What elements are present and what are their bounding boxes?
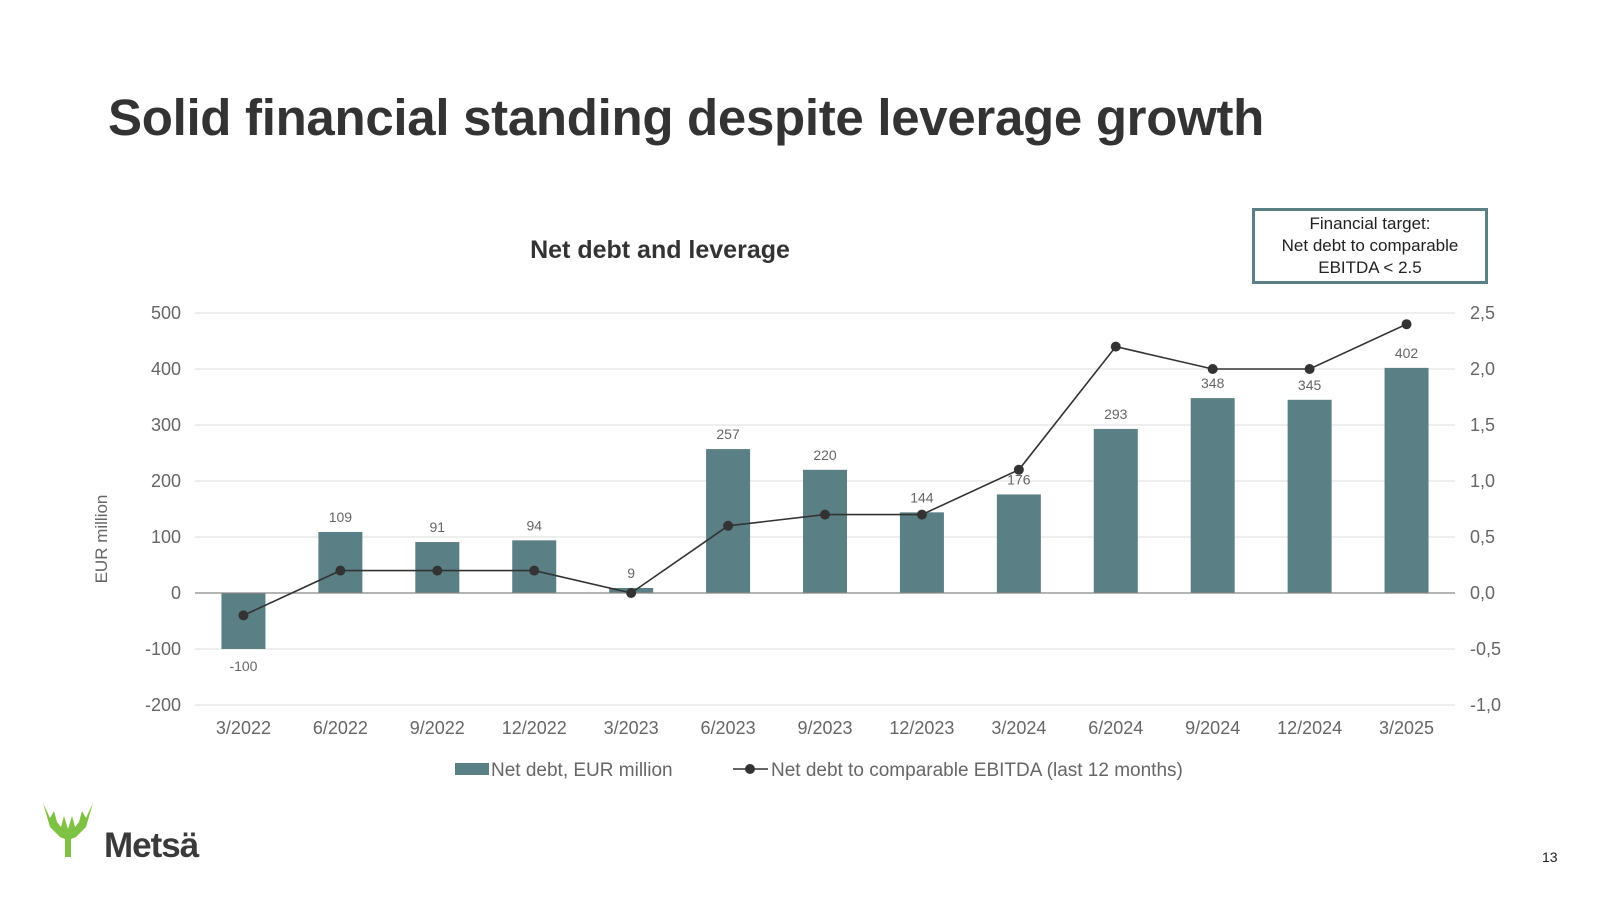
bar-data-label: -100: [229, 658, 257, 674]
x-tick-label: 12/2023: [889, 718, 954, 738]
x-tick-label: 9/2024: [1185, 718, 1240, 738]
legend-label-net-debt: Net debt, EUR million: [491, 760, 673, 781]
target-line-1: Financial target:: [1309, 214, 1431, 233]
metsa-logo-text: Metsä: [104, 826, 199, 865]
y2-tick-label: 1,5: [1470, 415, 1495, 435]
y2-tick-label: -0,5: [1470, 639, 1501, 659]
leverage-point: [723, 520, 734, 531]
x-tick-label: 9/2022: [410, 718, 465, 738]
bar: [899, 512, 944, 593]
bar-data-label: 9: [627, 565, 635, 581]
bar-data-label: 220: [813, 447, 837, 463]
y2-tick-label: 0,5: [1470, 527, 1495, 547]
y2-tick-label: -1,0: [1470, 695, 1501, 715]
legend-label-leverage: Net debt to comparable EBITDA (last 12 m…: [771, 760, 1183, 781]
bar-data-label: 257: [716, 426, 740, 442]
target-line-3: EBITDA < 2.5: [1318, 258, 1422, 277]
y-tick-label: -200: [145, 695, 181, 715]
bar: [1190, 398, 1235, 593]
bar: [1384, 367, 1429, 593]
y-tick-label: 300: [151, 415, 181, 435]
leverage-point: [1207, 364, 1218, 374]
bar: [318, 531, 363, 593]
x-tick-label: 6/2024: [1088, 718, 1143, 738]
y-axis-title: EUR million: [92, 495, 111, 584]
y-tick-label: 100: [151, 527, 181, 547]
y2-tick-label: 2,0: [1470, 359, 1495, 379]
y2-tick-label: 0,0: [1470, 583, 1495, 603]
bar-data-label: 345: [1298, 377, 1322, 393]
moose-antler-icon: [43, 803, 93, 857]
page-number: 13: [1542, 849, 1558, 865]
legend-marker-leverage: [745, 764, 755, 774]
target-line-2: Net debt to comparable: [1281, 236, 1459, 255]
x-tick-label: 3/2023: [604, 718, 659, 738]
x-tick-label: 3/2025: [1379, 718, 1434, 738]
bar-data-label: 402: [1395, 345, 1419, 361]
bar-data-label: 91: [430, 519, 446, 535]
bar: [1287, 399, 1332, 593]
bar-data-label: 109: [329, 509, 353, 525]
y-tick-label: 0: [171, 583, 181, 603]
bar-data-label: 144: [910, 489, 934, 505]
leverage-point: [1304, 364, 1315, 374]
x-tick-label: 9/2023: [797, 718, 852, 738]
legend-swatch-net-debt: [455, 763, 489, 775]
leverage-point: [626, 588, 637, 598]
bar-data-label: 293: [1104, 406, 1128, 422]
y-tick-label: 500: [151, 303, 181, 323]
x-tick-label: 12/2022: [502, 718, 567, 738]
x-tick-label: 12/2024: [1277, 718, 1342, 738]
leverage-point: [820, 509, 830, 520]
y2-tick-label: 1,0: [1470, 471, 1495, 491]
y-tick-label: 400: [151, 359, 181, 379]
x-tick-label: 3/2024: [991, 718, 1046, 738]
slide-title: Solid financial standing despite leverag…: [108, 89, 1264, 146]
x-tick-label: 6/2023: [701, 718, 756, 738]
bar: [803, 469, 847, 593]
metsa-logo-icon: [43, 803, 93, 857]
bar-data-label: 94: [526, 517, 542, 533]
bar: [996, 494, 1041, 593]
y-tick-label: -100: [145, 639, 181, 659]
leverage-point: [238, 610, 249, 621]
leverage-point: [1110, 341, 1121, 352]
leverage-point: [916, 509, 927, 520]
leverage-point: [335, 565, 346, 576]
bar: [221, 593, 266, 649]
chart-title: Net debt and leverage: [530, 236, 790, 264]
leverage-point: [529, 565, 540, 576]
leverage-point: [432, 565, 443, 576]
x-tick-label: 6/2022: [313, 718, 368, 738]
leverage-point: [1401, 319, 1412, 330]
financial-target-box: Financial target: Net debt to comparable…: [1252, 208, 1488, 284]
y2-tick-label: 2,5: [1470, 303, 1495, 323]
x-tick-label: 3/2022: [216, 718, 271, 738]
bar: [1093, 428, 1138, 593]
leverage-point: [1013, 464, 1024, 475]
bar-data-label: 176: [1007, 471, 1031, 487]
y-tick-label: 200: [151, 471, 181, 491]
bar-data-label: 348: [1201, 375, 1225, 391]
